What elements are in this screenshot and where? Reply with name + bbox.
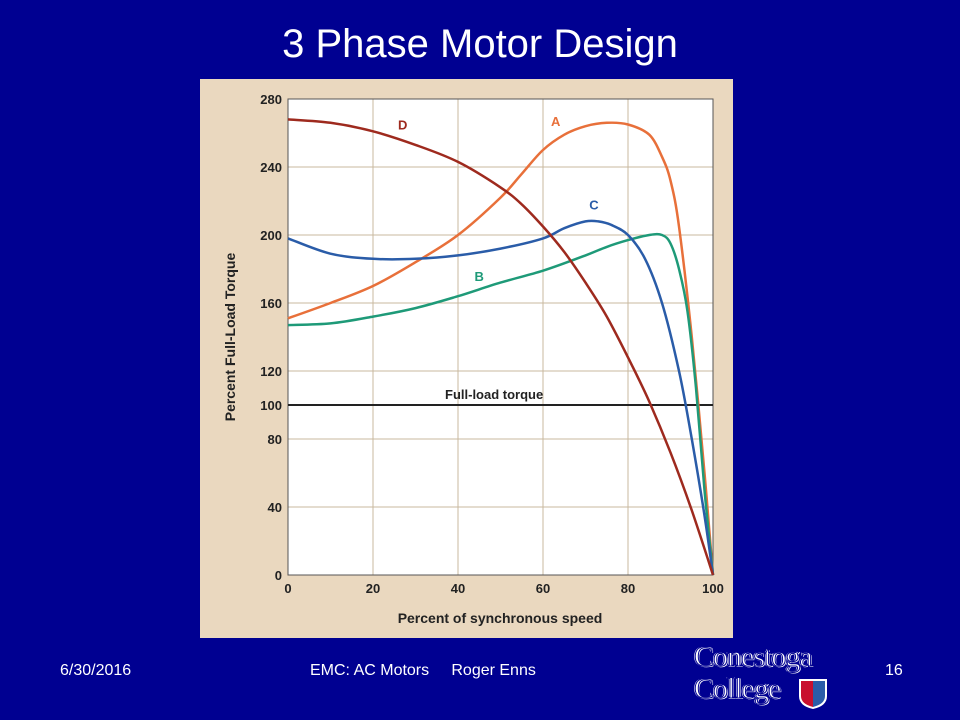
logo-shield-icon <box>799 679 827 709</box>
series-line-a <box>287 121 715 576</box>
y-tick-label: 240 <box>260 160 282 175</box>
x-tick-label: 0 <box>284 581 291 596</box>
x-tick-label: 20 <box>366 581 380 596</box>
reference-line-group: Full-load torque <box>288 387 713 406</box>
series-label-a: A <box>551 114 561 129</box>
x-tick-label: 60 <box>536 581 550 596</box>
plot-border <box>287 98 714 576</box>
full-load-torque-label: Full-load torque <box>445 387 543 402</box>
torque-speed-chart: 0 20 40 60 80 100 0 40 80 100 120 160 200 240 280 Full… <box>200 79 733 638</box>
series-label-b: B <box>475 269 484 284</box>
x-tick-label: 100 <box>702 581 724 596</box>
y-axis-title: Percent Full-Load Torque <box>222 253 238 422</box>
y-tick-label: 40 <box>268 500 282 515</box>
series-label-d: D <box>398 118 407 133</box>
page-number: 16 <box>885 662 903 679</box>
slide-title: 3 Phase Motor Design <box>282 22 678 66</box>
y-tick-label: 200 <box>260 228 282 243</box>
y-tick-label: 80 <box>268 432 282 447</box>
series-line-b <box>287 232 715 576</box>
y-tick-label: 280 <box>260 92 282 107</box>
y-tick-label: 120 <box>260 364 282 379</box>
logo-text-line1: Conestoga <box>694 640 814 673</box>
footer-course-author: EMC: AC Motors Roger Enns <box>310 662 536 679</box>
footer-date: 6/30/2016 <box>60 662 132 679</box>
plot-area <box>288 99 713 575</box>
logo-text-line2: College <box>693 672 781 705</box>
axes: 0 20 40 60 80 100 0 40 80 100 120 160 200 240 280 <box>260 92 724 596</box>
x-tick-label: 80 <box>621 581 635 596</box>
y-tick-label: 100 <box>260 398 282 413</box>
series-label-c: C <box>589 198 599 213</box>
series-labels-group: A B C D <box>398 114 599 284</box>
y-tick-label: 0 <box>275 568 282 583</box>
x-tick-label: 40 <box>451 581 465 596</box>
series-group <box>287 118 715 576</box>
y-tick-label: 160 <box>260 296 282 311</box>
series-line-c <box>287 219 715 576</box>
chart-svg: 0 20 40 60 80 100 0 40 80 100 120 160 200 240 280 Full… <box>222 92 724 626</box>
series-line-d <box>287 118 715 576</box>
college-logo: Conestoga College <box>690 640 840 712</box>
x-axis-title: Percent of synchronous speed <box>398 610 603 626</box>
